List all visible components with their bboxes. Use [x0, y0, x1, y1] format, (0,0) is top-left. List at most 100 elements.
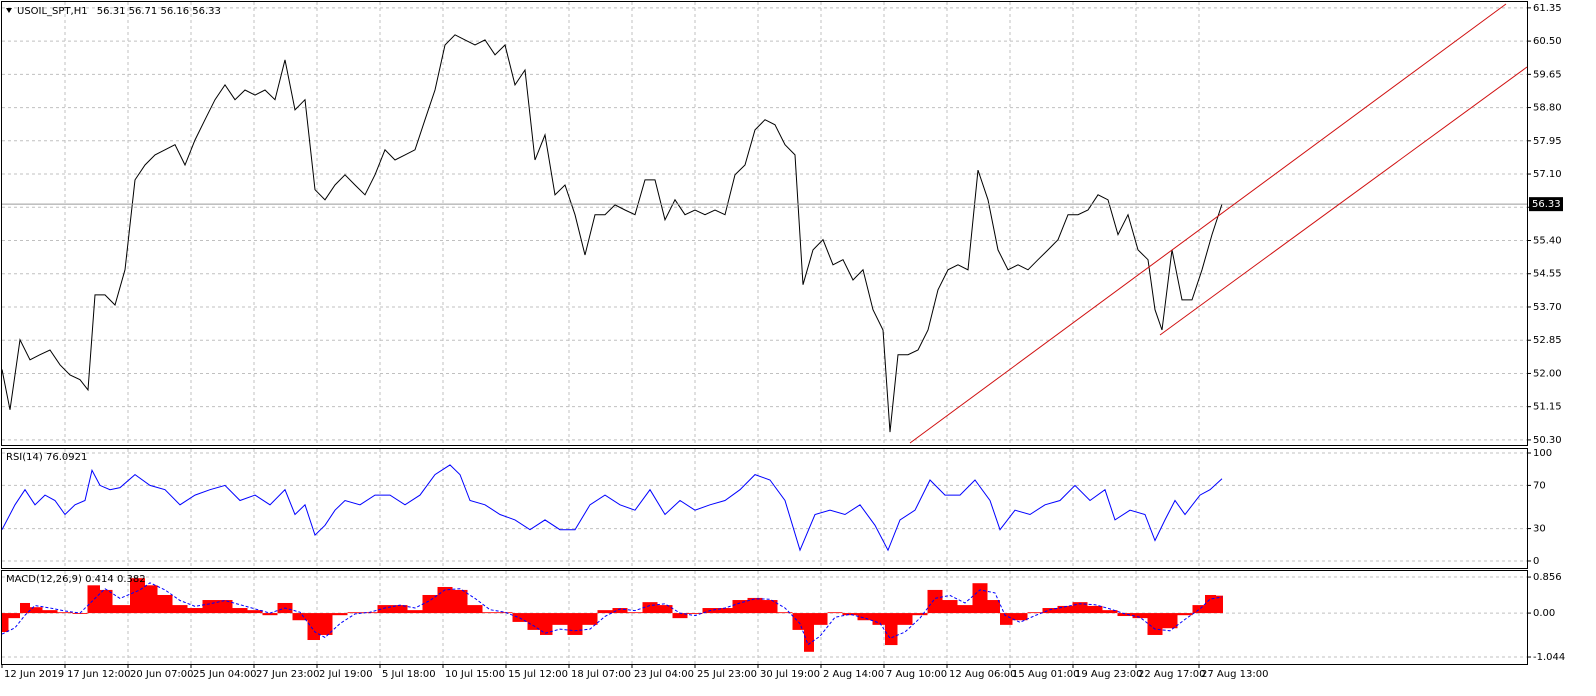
collapse-icon [6, 8, 12, 13]
macd-bar [732, 600, 748, 614]
last-price-box [1529, 197, 1563, 212]
signal-line [1, 582, 1223, 646]
macd-bar [1012, 613, 1028, 621]
price-header: USOIL_SPT,H1 56.31 56.71 56.16 56.33 [17, 6, 221, 17]
macd-value: 0.414 [85, 574, 114, 585]
macd-bar [20, 602, 30, 614]
y-tick-label: 59.65 [1533, 69, 1562, 80]
macd-bar [1102, 610, 1118, 614]
channel-line [1159, 66, 1528, 336]
y-tick-label: 51.15 [1533, 402, 1562, 413]
x-tick-label: 25 Jul 23:00 [697, 669, 757, 680]
rsi-value: 76.0921 [46, 452, 87, 463]
symbol: USOIL_SPT,H1 [17, 6, 88, 17]
macd-bar [407, 610, 423, 614]
macd-bar [1000, 613, 1013, 625]
macd-bar [972, 583, 988, 614]
close: 56.33 [192, 6, 221, 17]
macd-bar [897, 613, 913, 625]
macd-bar [57, 612, 73, 614]
x-tick-label: 30 Jul 19:00 [760, 669, 820, 680]
channel-line [909, 3, 1507, 444]
macd-bar [467, 605, 483, 614]
y-tick-label: 52.00 [1533, 368, 1562, 379]
x-tick-label: 5 Jul 18:00 [382, 669, 436, 680]
macd-bar [777, 612, 793, 614]
macd-bar [392, 605, 408, 614]
macd-bar [1117, 613, 1133, 617]
macd-bar [482, 612, 498, 614]
macd-bar [187, 608, 203, 614]
macd-bar [512, 613, 528, 622]
macd-bar [112, 605, 130, 614]
y-tick-label: 58.80 [1533, 103, 1562, 114]
macd-bar [885, 613, 898, 646]
macd-bar [1205, 594, 1216, 614]
x-tick-label: 22 Aug 17:00 [1138, 669, 1205, 680]
x-tick-label: 17 Jun 12:00 [67, 669, 131, 680]
macd-bar [247, 610, 263, 614]
macd-bar [452, 589, 468, 614]
macd-bar [804, 613, 814, 652]
y-tick-label: 30 [1533, 524, 1546, 535]
macd-bar [145, 585, 158, 614]
macd-bar [912, 613, 928, 616]
macd-bar [217, 600, 233, 614]
macd-bar [347, 612, 363, 614]
macd-bar [567, 613, 583, 635]
x-tick-label: 12 Aug 06:00 [949, 669, 1016, 680]
macd-header: MACD(12,26,9) 0.414 0.382 [6, 574, 146, 585]
y-tick-label: 0.00 [1533, 608, 1555, 619]
macd-bar [627, 612, 643, 614]
macd-bar [377, 605, 393, 614]
macd-bar [687, 613, 703, 614]
x-tick-label: 15 Jul 12:00 [508, 669, 568, 680]
x-tick-label: 15 Aug 01:00 [1012, 669, 1079, 680]
signal-value: 0.382 [117, 574, 146, 585]
macd-bar [422, 594, 438, 614]
y-tick-label: 57.95 [1533, 136, 1562, 147]
y-tick-label: 0.856 [1533, 572, 1562, 583]
y-tick-label: 0 [1533, 556, 1539, 567]
y-tick-label: 57.10 [1533, 169, 1562, 180]
macd-bar [202, 600, 218, 614]
macd-bar [927, 589, 943, 614]
macd-bar [1027, 612, 1043, 614]
y-tick-label: 55.40 [1533, 236, 1562, 247]
rsi-title: RSI(14) [6, 452, 43, 463]
macd-bar [672, 613, 688, 619]
x-tick-label: 23 Jul 04:00 [634, 669, 694, 680]
macd-bar [1042, 608, 1058, 614]
macd-bar [307, 613, 320, 641]
macd-bar [2, 613, 9, 633]
macd-bar [172, 605, 188, 614]
macd-bar [8, 613, 20, 619]
rsi-panel [1, 448, 1528, 569]
macd-bar [717, 608, 733, 614]
macd-bar [942, 600, 958, 614]
macd-bar [957, 605, 973, 614]
y-tick-label: 54.55 [1533, 269, 1562, 280]
macd-bar [332, 613, 348, 616]
macd-bar [827, 612, 843, 614]
macd-bar [792, 613, 804, 630]
macd-bar [814, 613, 828, 625]
macd-bar [597, 610, 613, 614]
macd-bar [1087, 605, 1103, 614]
x-tick-label: 7 Aug 10:00 [886, 669, 947, 680]
macd-bar [232, 608, 248, 614]
macd-bar [262, 613, 278, 616]
macd-bar [1192, 605, 1205, 614]
macd-bar [1177, 613, 1193, 616]
x-tick-label: 27 Aug 13:00 [1201, 669, 1268, 680]
macd-bar [842, 613, 858, 616]
macd-bar [87, 585, 100, 614]
macd-bar [437, 586, 453, 614]
macd-bar [1072, 602, 1088, 614]
macd-bar [612, 608, 628, 614]
y-tick-label: 50.30 [1533, 435, 1562, 446]
x-tick-label: 2 Jul 19:00 [319, 669, 373, 680]
macd-bar [540, 613, 553, 635]
x-tick-label: 20 Jun 07:00 [130, 669, 194, 680]
